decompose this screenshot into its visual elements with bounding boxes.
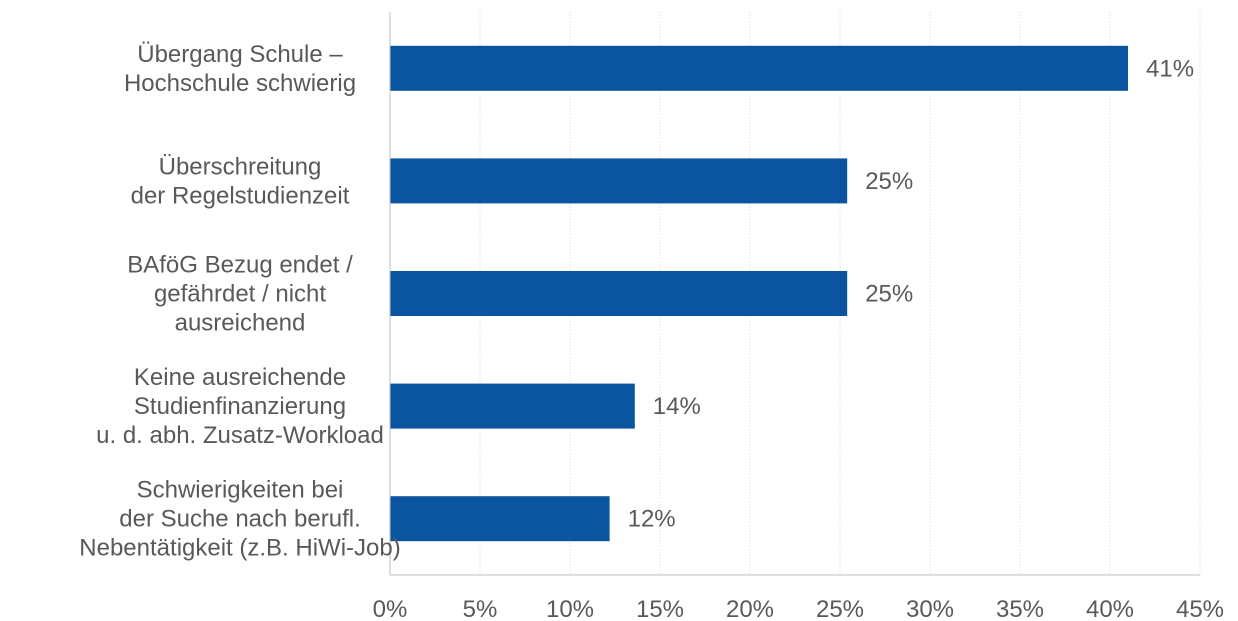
category-label-line: ausreichend	[175, 310, 306, 337]
category-label-line: Schwierigkeiten bei	[137, 477, 344, 504]
labels: 0% 5% 10% 15% 20% 25% 30% 35% 40% 45% 41% Übergang …	[79, 41, 1224, 621]
axes	[389, 12, 1200, 576]
bar	[390, 158, 848, 204]
category-label: Überschreitung der Regelstudienzeit	[131, 153, 350, 209]
data-label: 25%	[865, 281, 913, 308]
category-label: Übergang Schule – Hochschule schwierig	[124, 41, 356, 97]
category-label-line: Studienfinanzierung	[134, 393, 346, 420]
category-label-line: Überschreitung	[159, 153, 322, 180]
bar	[390, 271, 848, 316]
x-tick-label: 0%	[373, 596, 408, 621]
data-label: 12%	[628, 506, 676, 533]
category-label-line: Nebentätigkeit (z.B. HiWi-Job)	[79, 535, 400, 562]
bars	[390, 45, 1128, 542]
data-label: 14%	[653, 393, 701, 420]
category-label: Keine ausreichende Studienfinanzierung u. …	[96, 364, 384, 449]
category-label-line: Keine ausreichende	[134, 364, 346, 391]
category-label-line: BAföG Bezug endet /	[127, 252, 353, 279]
x-tick-label: 10%	[546, 596, 594, 621]
x-tick-label: 15%	[636, 596, 684, 621]
category-label-line: gefährdet / nicht	[154, 281, 326, 308]
data-label: 41%	[1146, 55, 1194, 82]
category-label-line: u. d. abh. Zusatz-Workload	[96, 422, 384, 449]
category-label-line: Übergang Schule –	[137, 41, 343, 68]
category-label-line: der Regelstudienzeit	[131, 182, 350, 209]
category-label-line: der Suche nach berufl.	[119, 506, 361, 533]
x-tick-label: 40%	[1086, 596, 1134, 621]
x-tick-label: 30%	[906, 596, 954, 621]
category-label: BAföG Bezug endet / gefährdet / nicht ausr…	[127, 252, 353, 337]
x-tick-label: 25%	[816, 596, 864, 621]
bar	[390, 496, 610, 542]
bar	[390, 383, 635, 429]
x-tick-label: 45%	[1176, 596, 1224, 621]
data-label: 25%	[865, 168, 913, 195]
category-label-line: Hochschule schwierig	[124, 70, 356, 97]
x-tick-label: 5%	[463, 596, 498, 621]
x-tick-label: 20%	[726, 596, 774, 621]
x-tick-label: 35%	[996, 596, 1044, 621]
category-label: Schwierigkeiten bei der Suche nach berufl…	[79, 477, 400, 562]
grid	[479, 12, 1201, 575]
bar	[390, 45, 1128, 91]
